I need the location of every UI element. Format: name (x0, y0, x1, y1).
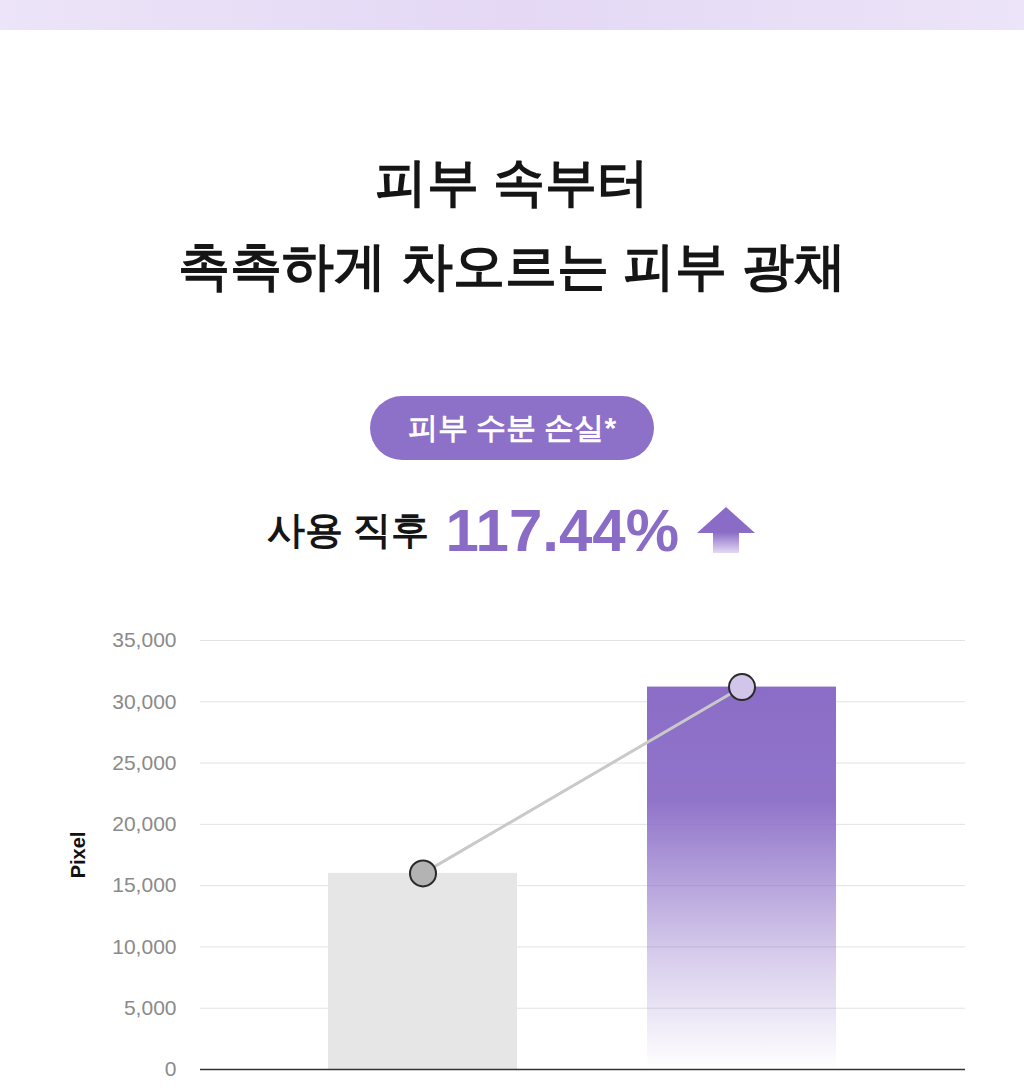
svg-text:15,000: 15,000 (112, 873, 176, 896)
html-text:사용 직후 117.44%: 사용 직후 117.44% (266, 496, 680, 564)
svg-text:10,000: 10,000 (112, 935, 176, 958)
html-text:피부 속부터 촉촉하게 차오르는 피부 광채: 피부 속부터 촉촉하게 차오르는 피부 광채 (178, 153, 846, 295)
svg-text:25,000: 25,000 (112, 751, 176, 774)
svg-text:Pixel: Pixel (67, 832, 89, 879)
svg-text:35,000: 35,000 (112, 628, 176, 651)
svg-text:30,000: 30,000 (112, 690, 176, 713)
svg-text:0: 0 (165, 1057, 177, 1080)
html-text:피부 수분 손실*: 피부 수분 손실* (407, 411, 617, 444)
svg-text:5,000: 5,000 (124, 996, 177, 1019)
svg-text:20,000: 20,000 (112, 812, 176, 835)
